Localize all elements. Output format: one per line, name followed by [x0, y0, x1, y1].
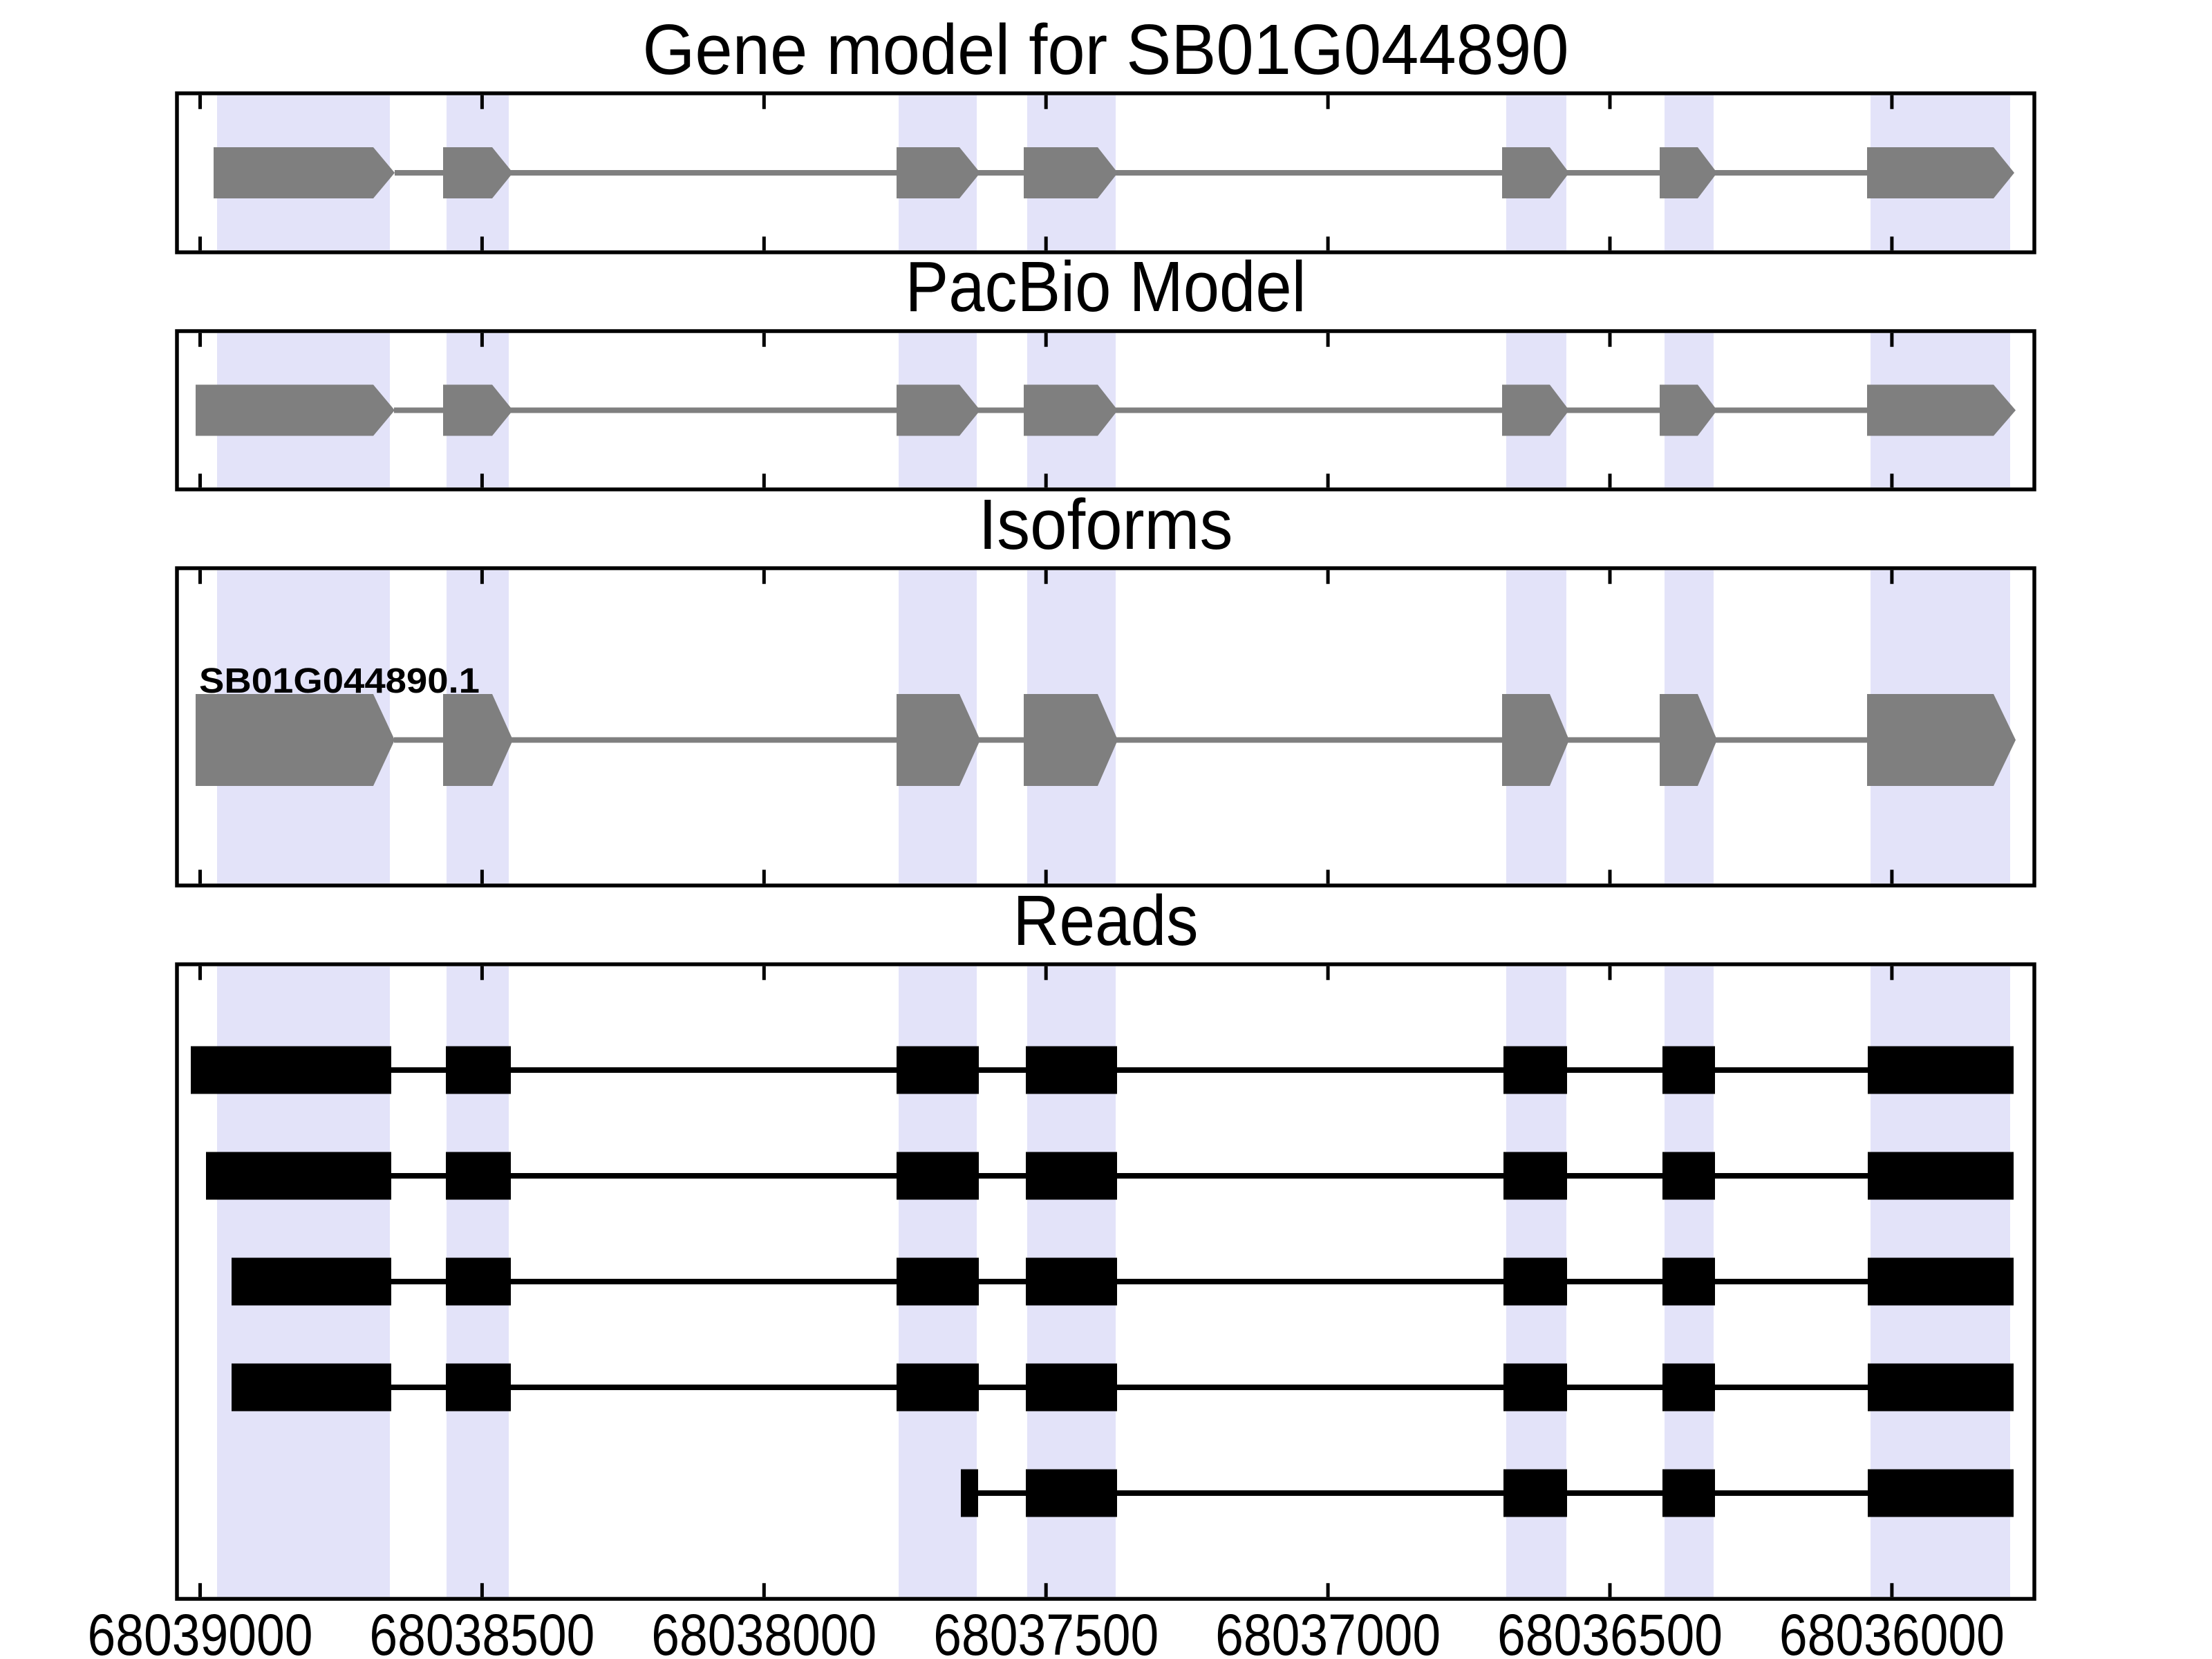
- svg-text:68036500: 68036500: [1497, 1602, 1723, 1659]
- svg-text:68036000: 68036000: [1779, 1602, 2005, 1659]
- svg-text:68038000: 68038000: [651, 1602, 877, 1659]
- svg-text:Gene model for SB01G044890: Gene model for SB01G044890: [643, 10, 1569, 89]
- svg-text:68037500: 68037500: [933, 1602, 1159, 1659]
- svg-text:68037000: 68037000: [1215, 1602, 1441, 1659]
- svg-text:SB01G044890.1: SB01G044890.1: [199, 661, 480, 700]
- svg-text:Isoforms: Isoforms: [979, 485, 1233, 564]
- svg-text:68038500: 68038500: [369, 1602, 594, 1659]
- svg-text:68039000: 68039000: [88, 1602, 313, 1659]
- svg-text:PacBio Model: PacBio Model: [906, 247, 1306, 326]
- svg-text:Reads: Reads: [1013, 881, 1199, 960]
